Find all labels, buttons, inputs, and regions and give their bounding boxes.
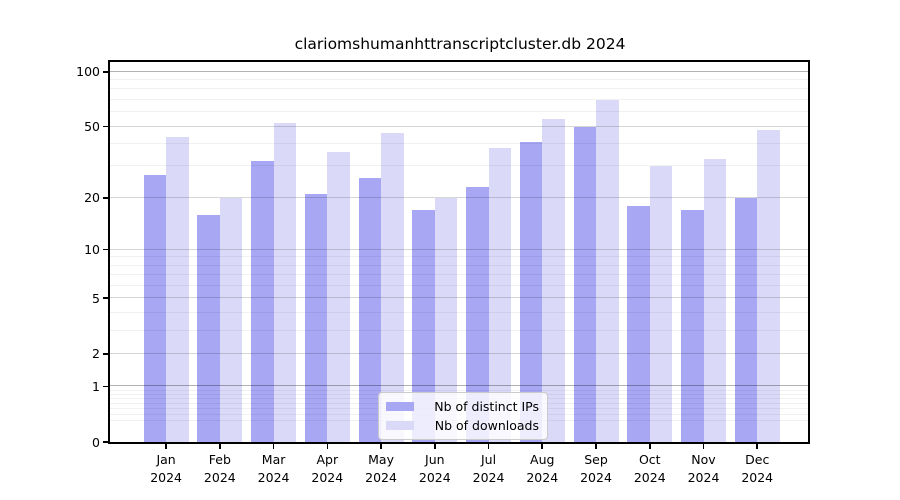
bar-nb-of-downloads-aug <box>542 119 565 442</box>
y-tick-20 <box>103 196 108 199</box>
bar-nb-of-downloads-jan <box>166 136 189 442</box>
gridline-100 <box>110 70 808 72</box>
bar-nb-of-distinct-ips-feb <box>197 214 220 442</box>
x-tick-sep <box>595 444 597 449</box>
y-axis-label-100: 100 <box>76 64 100 80</box>
gridline-minor-60 <box>110 111 808 113</box>
x-axis-label-sep: Sep 2024 <box>580 452 612 485</box>
y-axis-label-10: 10 <box>84 242 100 258</box>
bar-nb-of-downloads-jul <box>488 148 512 442</box>
bar-nb-of-distinct-ips-jan <box>143 174 167 442</box>
legend: Nb of distinct IPs Nb of downloads <box>378 392 548 440</box>
legend-label-downloads: Nb of downloads <box>434 418 539 433</box>
x-tick-oct <box>648 444 651 449</box>
y-axis-label-50: 50 <box>84 119 100 135</box>
x-axis-label-nov: Nov 2024 <box>687 452 720 485</box>
x-tick-may <box>380 444 382 449</box>
bar-nb-of-distinct-ips-apr <box>304 194 328 442</box>
x-tick-feb <box>219 444 221 449</box>
x-axis-label-jan: Jan 2024 <box>150 452 182 485</box>
y-tick-10 <box>103 248 108 251</box>
y-tick-5 <box>103 297 108 300</box>
x-tick-aug <box>541 444 544 449</box>
bar-nb-of-distinct-ips-jun <box>412 210 435 442</box>
bar-nb-of-downloads-oct <box>649 166 673 442</box>
bar-nb-of-downloads-jun <box>434 197 458 442</box>
x-axis-label-dec: Dec 2024 <box>741 452 774 485</box>
chart-title: clariomshumanhttranscriptcluster.db 2024 <box>294 35 626 53</box>
bar-nb-of-distinct-ips-may <box>358 177 382 442</box>
x-axis-label-feb: Feb 2024 <box>203 452 236 485</box>
bar-nb-of-downloads-apr <box>327 152 350 442</box>
legend-swatch-downloads <box>386 421 414 430</box>
x-tick-jan <box>165 444 167 449</box>
gridline-minor-40 <box>110 143 808 145</box>
bar-nb-of-downloads-nov <box>703 159 726 442</box>
x-axis-label-mar: Mar 2024 <box>257 452 290 485</box>
bar-nb-of-distinct-ips-mar <box>251 161 274 442</box>
gridline-minor-70 <box>110 99 808 100</box>
gridline-minor-80 <box>110 88 808 90</box>
gridline-50 <box>110 125 808 127</box>
x-axis-label-apr: Apr 2024 <box>311 452 344 485</box>
bar-nb-of-distinct-ips-aug <box>519 142 543 442</box>
x-tick-jun <box>434 444 436 449</box>
y-axis-label-0: 0 <box>92 434 100 450</box>
x-axis-label-jul: Jul 2024 <box>472 452 505 485</box>
bar-nb-of-distinct-ips-oct <box>627 205 650 442</box>
bar-nb-of-distinct-ips-sep <box>573 126 597 442</box>
x-axis-label-aug: Aug 2024 <box>526 452 559 485</box>
x-axis-label-jun: Jun 2024 <box>418 452 451 485</box>
bar-nb-of-downloads-mar <box>273 123 297 442</box>
y-tick-1 <box>103 385 108 388</box>
x-axis-label-may: May 2024 <box>365 452 397 485</box>
legend-swatch-distinct-ips <box>386 402 414 411</box>
bar-nb-of-distinct-ips-dec <box>734 197 758 442</box>
gridline-minor-90 <box>110 79 808 81</box>
x-axis-label-oct: Oct 2024 <box>633 452 666 485</box>
x-tick-apr <box>326 444 329 449</box>
legend-item-distinct-ips: Nb of distinct IPs <box>386 399 539 414</box>
x-tick-nov <box>702 444 705 449</box>
bar-nb-of-downloads-feb <box>219 197 243 442</box>
x-tick-jul <box>487 444 490 449</box>
legend-label-distinct-ips: Nb of distinct IPs <box>434 399 539 414</box>
bar-nb-of-distinct-ips-nov <box>681 210 704 442</box>
bar-nb-of-distinct-ips-jul <box>466 187 489 442</box>
y-axis-label-5: 5 <box>92 290 100 306</box>
y-tick-0 <box>103 441 108 443</box>
y-tick-2 <box>103 353 108 355</box>
plot-area <box>108 60 810 444</box>
bar-nb-of-downloads-dec <box>757 129 780 442</box>
y-tick-100 <box>103 70 108 73</box>
y-tick-50 <box>103 125 108 128</box>
legend-item-downloads: Nb of downloads <box>386 418 539 433</box>
y-axis-label-2: 2 <box>92 346 100 362</box>
x-tick-dec <box>756 444 759 449</box>
y-axis-label-1: 1 <box>92 378 100 394</box>
bar-nb-of-downloads-sep <box>596 100 619 442</box>
y-axis-label-20: 20 <box>84 190 100 206</box>
bar-nb-of-downloads-may <box>381 133 404 442</box>
x-tick-mar <box>272 444 275 449</box>
